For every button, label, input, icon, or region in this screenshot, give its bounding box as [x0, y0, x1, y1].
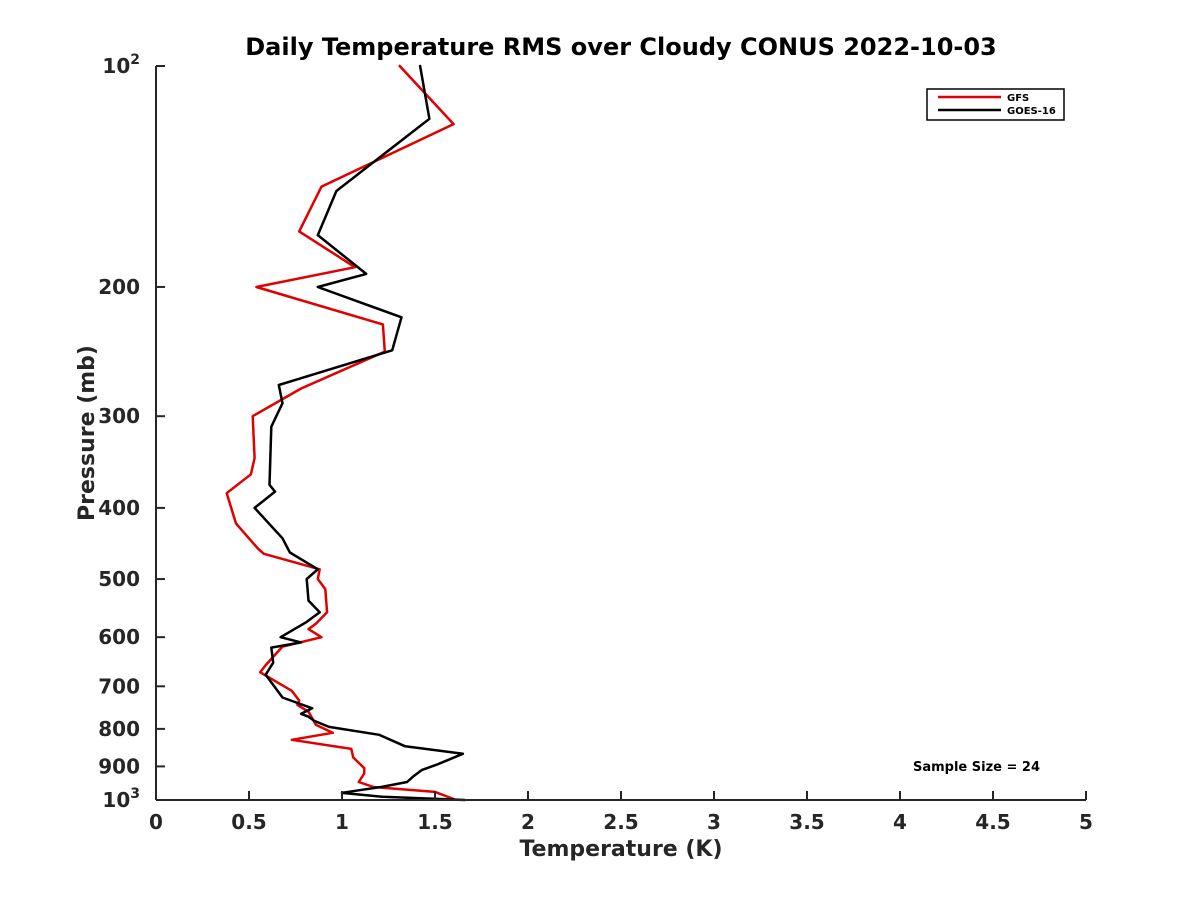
y-tick-label: 800	[98, 717, 140, 741]
sample-size-annotation: Sample Size = 24	[913, 760, 1040, 775]
x-tick-label: 4.5	[975, 810, 1010, 834]
x-tick-label: 4	[893, 810, 907, 834]
legend: GFS GOES-16	[926, 88, 1065, 121]
x-axis-ticks: 0 0.5 1 1.5 2 2.5 3 3.5 4 4.5 5	[149, 791, 1093, 834]
y-tick-label: 700	[98, 674, 140, 698]
x-tick-label: 2.5	[603, 810, 638, 834]
x-tick-label: 0	[149, 810, 163, 834]
x-tick-label: 1	[335, 810, 349, 834]
x-tick-label: 5	[1079, 810, 1093, 834]
x-axis-label: Temperature (K)	[519, 837, 722, 862]
x-tick-label: 0.5	[231, 810, 266, 834]
y-tick-label: 300	[98, 404, 140, 428]
y-tick-label: 103	[102, 786, 140, 812]
x-tick-label: 2	[521, 810, 535, 834]
y-tick-label: 200	[98, 275, 140, 299]
chart-title: Daily Temperature RMS over Cloudy CONUS …	[245, 33, 997, 61]
legend-label-gfs: GFS	[1007, 93, 1029, 104]
x-tick-label: 3.5	[789, 810, 824, 834]
series-layer	[225, 64, 467, 802]
legend-box	[926, 88, 1065, 121]
y-tick-label: 500	[98, 567, 140, 591]
y-tick-label: 600	[98, 625, 140, 649]
y-tick-label: 400	[98, 496, 140, 520]
legend-label-goes16: GOES-16	[1007, 106, 1056, 117]
y-axis-label: Pressure (mb)	[75, 345, 100, 521]
y-tick-exponent: 3	[130, 786, 140, 802]
x-tick-label: 1.5	[417, 810, 452, 834]
y-tick-base: 10	[102, 54, 130, 78]
x-tick-label: 3	[707, 810, 721, 834]
y-tick-base: 10	[102, 788, 130, 812]
y-tick-exponent: 2	[130, 52, 140, 68]
series-line-gfs	[225, 64, 455, 801]
y-tick-label: 900	[98, 754, 140, 778]
y-tick-label: 102	[102, 52, 140, 78]
series-line-goes16	[253, 64, 467, 802]
